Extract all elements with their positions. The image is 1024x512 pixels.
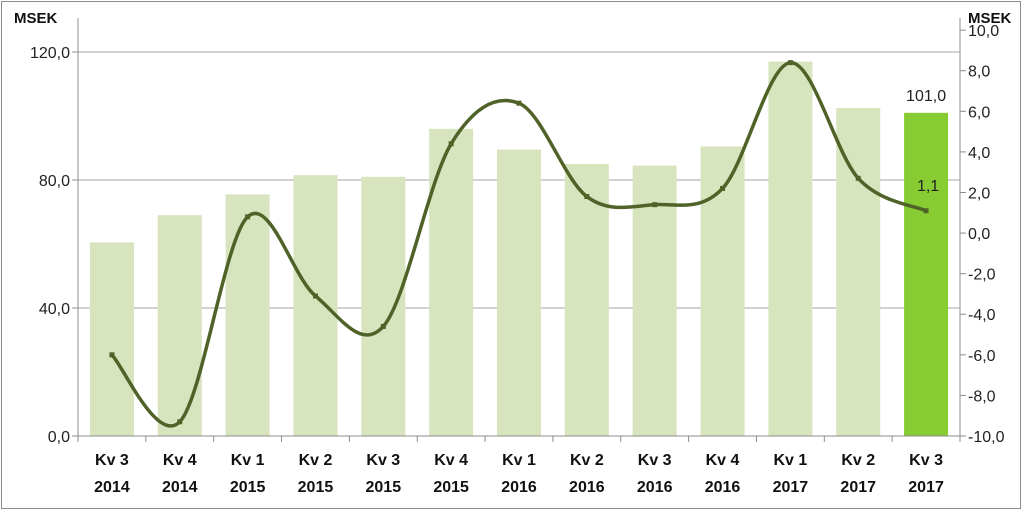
x-tick-label-year: 2016 bbox=[501, 479, 537, 496]
x-tick-label-quarter: Kv 2 bbox=[299, 452, 333, 469]
right-tick-label: -8,0 bbox=[968, 388, 996, 405]
line-series bbox=[109, 60, 929, 428]
x-tick-label-quarter: Kv 2 bbox=[570, 452, 604, 469]
right-axis-unit: MSEK bbox=[968, 10, 1012, 27]
right-tick-label: -6,0 bbox=[968, 348, 996, 365]
bar bbox=[700, 146, 745, 436]
line-marker bbox=[584, 194, 590, 200]
right-tick-label: 4,0 bbox=[968, 145, 990, 162]
bar bbox=[89, 242, 134, 436]
line-marker bbox=[652, 202, 658, 208]
bar bbox=[768, 61, 813, 436]
x-tick-label-year: 2016 bbox=[569, 479, 605, 496]
bar bbox=[157, 215, 202, 436]
x-tick-label-year: 2016 bbox=[705, 479, 741, 496]
bar bbox=[225, 194, 270, 436]
right-tick-label: -4,0 bbox=[968, 307, 996, 324]
x-tick-label-year: 2015 bbox=[298, 479, 334, 496]
line-marker bbox=[787, 60, 793, 66]
bar bbox=[564, 164, 609, 436]
x-tick-label-quarter: Kv 3 bbox=[95, 452, 129, 469]
line-marker bbox=[177, 419, 183, 425]
line-marker bbox=[109, 352, 115, 358]
bar-data-label: 101,0 bbox=[906, 88, 946, 105]
x-tick-label-quarter: Kv 2 bbox=[841, 452, 875, 469]
x-tick-label-year: 2017 bbox=[908, 479, 944, 496]
line-marker bbox=[245, 214, 251, 220]
left-tick-label: 0,0 bbox=[48, 429, 70, 446]
x-tick-label-quarter: Kv 3 bbox=[366, 452, 400, 469]
x-tick-label-year: 2015 bbox=[433, 479, 469, 496]
left-axis-unit: MSEK bbox=[14, 10, 58, 27]
bar bbox=[836, 108, 881, 436]
right-tick-label: 8,0 bbox=[968, 64, 990, 81]
trend-line bbox=[110, 60, 928, 428]
line-marker bbox=[923, 208, 929, 214]
right-tick-label: -10,0 bbox=[968, 429, 1005, 446]
x-tick-label-quarter: Kv 3 bbox=[909, 452, 943, 469]
right-tick-label: 10,0 bbox=[968, 23, 999, 40]
x-tick-label-quarter: Kv 1 bbox=[502, 452, 536, 469]
line-marker bbox=[312, 293, 318, 299]
line-marker bbox=[448, 141, 454, 147]
x-tick-label-quarter: Kv 4 bbox=[163, 452, 197, 469]
bar bbox=[497, 149, 541, 436]
line-marker bbox=[855, 175, 861, 181]
right-tick-label: 2,0 bbox=[968, 185, 990, 202]
x-tick-label-quarter: Kv 4 bbox=[434, 452, 468, 469]
left-tick-label: 80,0 bbox=[39, 173, 70, 190]
x-tick-label-quarter: Kv 3 bbox=[638, 452, 672, 469]
x-tick-label-year: 2014 bbox=[94, 479, 130, 496]
x-tick-label-year: 2016 bbox=[637, 479, 673, 496]
bar bbox=[632, 165, 677, 436]
left-tick-label: 120,0 bbox=[30, 45, 70, 62]
bar bbox=[904, 112, 949, 437]
x-tick-label-quarter: Kv 4 bbox=[706, 452, 740, 469]
bar bbox=[293, 175, 338, 436]
right-tick-label: 0,0 bbox=[968, 226, 990, 243]
axis-labels: 0,0 40,0 80,0 120,0 -10,0 -8,0 -6,0 -4,0 -2,0 0,0… bbox=[30, 23, 1005, 496]
right-tick-label: 6,0 bbox=[968, 104, 990, 121]
left-tick-label: 40,0 bbox=[39, 301, 70, 318]
bar-series bbox=[89, 61, 949, 437]
line-marker bbox=[720, 185, 726, 191]
line-data-label: 1,1 bbox=[917, 178, 939, 195]
x-tick-label-year: 2014 bbox=[162, 479, 198, 496]
x-tick-label-year: 2015 bbox=[230, 479, 266, 496]
right-tick-label: -2,0 bbox=[968, 267, 996, 284]
line-marker bbox=[516, 100, 522, 106]
axes bbox=[72, 18, 966, 442]
x-tick-label-year: 2017 bbox=[773, 479, 809, 496]
x-tick-label-quarter: Kv 1 bbox=[773, 452, 807, 469]
x-tick-label-year: 2015 bbox=[366, 479, 402, 496]
x-tick-label-year: 2017 bbox=[840, 479, 876, 496]
bar bbox=[361, 176, 406, 437]
x-tick-label-quarter: Kv 1 bbox=[231, 452, 265, 469]
line-marker bbox=[380, 323, 386, 329]
